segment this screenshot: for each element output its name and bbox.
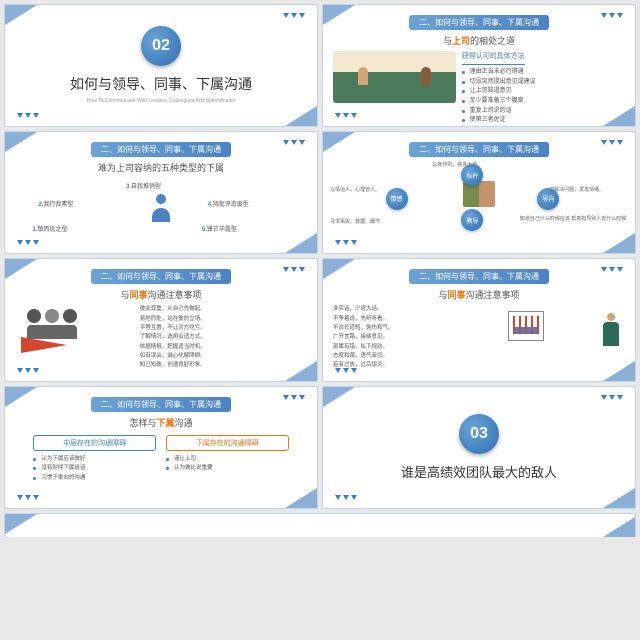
section-number: 03 [459,414,499,454]
type-diagram: 1.敬而远之型2.我行我素型3.自我推销型4.持批评态度型5.锋芒毕露型 [15,178,307,238]
header: 二、如何与领导、同事、下属沟通 [409,15,549,30]
section-number: 02 [141,26,181,66]
slide-title: 如何与领导、同事、下属沟通 [70,74,252,94]
circle-diagram: 标杆情感导向教导以身作则，身先士卒。以情治人，心理管人。了解决问题，发发情绪。寻… [333,163,625,225]
subtitle: 难为上司容纳的五种类型的下属 [15,161,307,174]
slide-title: 谁是高绩效团队最大的敌人 [401,462,557,481]
people-arrow-icon [15,305,132,361]
slide-2: 二、如何与领导、同事、下属沟通 与上司的相处之道 获得认可的具体方法 理由正当未… [322,4,636,127]
presenter-icon [502,305,625,361]
method-list: 获得认可的具体方法 理由正当未必行得通切忌突然提出意见或建议让上司知道意见至少要… [462,51,625,126]
slide-3: 二、如何与领导、同事、下属沟通 难为上司容纳的五种类型的下属 1.敬而远之型2.… [4,131,318,254]
subtitle: 与上司的相处之道 [333,34,625,47]
illustration [333,51,456,103]
slide-6: 二、如何与领导、同事、下属沟通 与同事沟通注意事项 多实话，少说大话。不争着说，… [322,258,636,381]
slide-8: 03 谁是高绩效团队最大的敌人 [322,386,636,509]
person-icon [150,194,172,222]
slide-1: 02 如何与领导、同事、下属沟通 How To Communicate With… [4,4,318,127]
slide-7: 二、如何与领导、同事、下属沟通 怎样与下属沟通 中层存在的沟通障碍认为下属应该做… [4,386,318,509]
slide-5: 二、如何与领导、同事、下属沟通 与同事沟通注意事项 彼此尊重，从自己先做起。易地… [4,258,318,381]
slide-subtitle: How To Communicate With Leaders, Colleag… [87,98,235,105]
slide-4: 二、如何与领导、同事、下属沟通 标杆情感导向教导以身作则，身先士卒。以情治人，心… [322,131,636,254]
slide-9 [4,513,636,537]
